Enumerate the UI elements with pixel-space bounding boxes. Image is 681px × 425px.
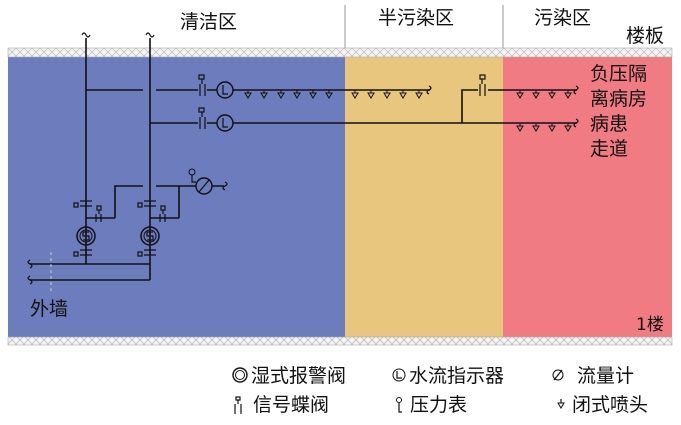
signal-butterfly-valve-icon [137,200,166,222]
closed-sprinkler-icon [244,90,252,99]
water-flow-indicator-icon [216,114,234,132]
closed-sprinkler-icon [548,123,556,132]
pipe-end-icon [573,85,579,95]
signal-butterfly-valve-icon [137,249,156,257]
closed-sprinkler-icon [516,123,524,132]
clean-zone [8,57,345,337]
closed-sprinkler-icon [564,123,572,132]
signal-butterfly-valve-icon [73,249,92,257]
pipe-end-icon [222,181,228,191]
flow-meter-icon [195,177,213,195]
signal-butterfly-valve-icon [234,396,242,414]
signal-butterfly-valve-icon [198,74,206,96]
signal-butterfly-valve-icon [73,200,102,222]
outer-wall-label: 外墙 [30,298,68,320]
corridor-label-line2: 走道 [590,138,628,160]
flow-meter-icon [552,369,564,381]
legend-water-flow-indicator: 水流指示器 [409,365,504,387]
closed-sprinkler-icon [415,90,423,99]
floor-slab-bottom [7,336,673,346]
zone-title-clean: 清洁区 [180,11,237,33]
legend-flow-meter: 流量计 [577,365,634,387]
legend-closed-sprinkler: 闭式喷头 [572,394,648,416]
contaminated-zone [503,57,672,337]
signal-butterfly-valves [73,74,486,257]
corridor-label-line1: 病患 [590,113,628,135]
water-flow-indicator-icon [392,368,406,382]
closed-sprinkler-icon [548,90,556,99]
floor-slab-label: 楼板 [626,25,664,47]
closed-sprinkler-icon [516,90,524,99]
closed-sprinkler-icon [367,90,375,99]
legend-signal-butterfly-valve: 信号蝶阀 [253,394,329,416]
legend-pressure-gauge: 压力表 [410,394,467,416]
floor-label: 1楼 [636,315,664,335]
closed-sprinkler-icon [399,90,407,99]
closed-sprinkler-icon [532,123,540,132]
water-flow-indicator-icon [216,81,234,99]
signal-butterfly-valve-icon [198,107,206,129]
pipe-end-icon [426,85,432,95]
closed-sprinkler-icon [260,90,268,99]
riser-pipes [27,32,579,292]
room-label-line1: 负压隔 [590,63,647,85]
closed-sprinkler-icon [532,90,540,99]
legend: 湿式报警阀 水流指示器 流量计 信号蝶阀 压力表 闭式喷头 [232,365,648,416]
closed-sprinkler-icon [309,90,317,99]
wet-alarm-valve-icon [140,226,160,246]
closed-sprinkler-icon [557,399,565,409]
closed-sprinkler-icon [383,90,391,99]
semi-contaminated-zone [345,57,503,337]
signal-butterfly-valve-icon [479,74,486,96]
wet-alarm-valve-icon [232,367,248,383]
zone-title-contaminated: 污染区 [534,7,591,29]
floor-slab-top [7,47,673,58]
closed-sprinklers [244,90,572,132]
closed-sprinkler-icon [325,90,333,99]
room-label-line2: 离病房 [590,88,647,110]
closed-sprinkler-icon [277,90,285,99]
legend-wet-alarm-valve: 湿式报警阀 [251,365,346,387]
pressure-gauge-icon [188,168,196,183]
closed-sprinkler-icon [293,90,301,99]
pipe-end-icon [573,118,579,128]
closed-sprinkler-icon [564,90,572,99]
pressure-gauge-icon [396,397,402,413]
zone-title-semi: 半污染区 [378,7,454,29]
break-symbol-icon [81,32,155,38]
closed-sprinkler-icon [351,90,359,99]
wet-alarm-valve-icon [76,226,96,246]
